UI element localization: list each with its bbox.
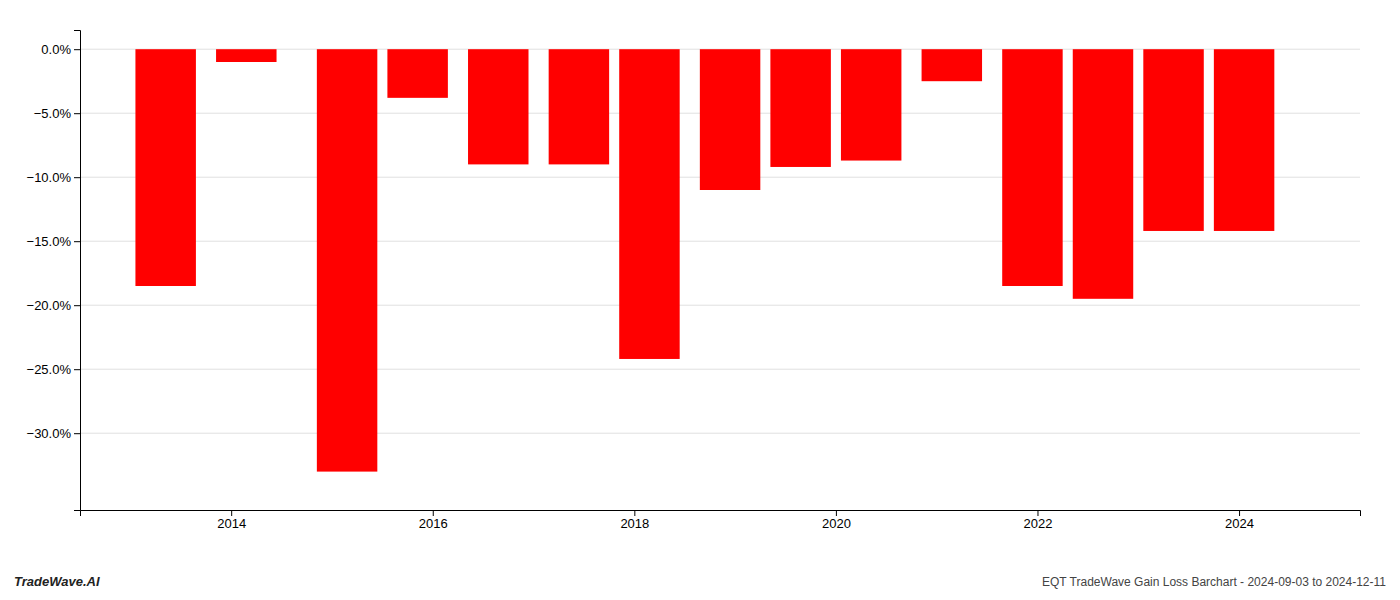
- y-axis-line: [74, 31, 81, 511]
- bar: [841, 49, 901, 160]
- bar: [922, 49, 982, 81]
- y-tick-mark: [74, 305, 80, 306]
- plot: 0.0% −5.0% −10.0% −15.0% −20.0% −25.0% −30.0% 2…: [27, 31, 1361, 532]
- bar: [216, 49, 276, 62]
- grid-line: [80, 241, 1360, 242]
- y-tick-label: −15.0%: [27, 234, 72, 249]
- footer-left: TradeWave.AI: [14, 574, 100, 589]
- grid: [80, 49, 1360, 433]
- x-tick-mark: [1037, 510, 1038, 516]
- bar: [317, 49, 377, 471]
- x-tick-mark: [836, 510, 837, 516]
- y-tick-mark: [74, 113, 80, 114]
- bar: [387, 49, 447, 98]
- y-tick: 0.0%: [41, 42, 80, 57]
- bar: [700, 49, 760, 190]
- x-tick-label: 2016: [419, 516, 448, 531]
- x-tick-label: 2022: [1024, 516, 1053, 531]
- x-tick-label: 2018: [620, 516, 649, 531]
- x-tick: 2022: [1024, 510, 1053, 531]
- y-tick: −20.0%: [27, 298, 80, 313]
- grid-line: [80, 305, 1360, 306]
- x-tick-label: 2020: [822, 516, 851, 531]
- y-tick-label: −20.0%: [27, 298, 72, 313]
- x-tick: 2020: [822, 510, 851, 531]
- x-axis-line: [81, 511, 1361, 517]
- y-tick-mark: [74, 49, 80, 50]
- x-tick: 2018: [620, 510, 649, 531]
- y-tick: −15.0%: [27, 234, 80, 249]
- chart: 0.0% −5.0% −10.0% −15.0% −20.0% −25.0% −30.0% 2…: [0, 0, 1400, 600]
- bar: [1214, 49, 1274, 231]
- x-tick-mark: [1239, 510, 1240, 516]
- y-tick: −10.0%: [27, 170, 80, 185]
- y-tick-label: −30.0%: [27, 426, 72, 441]
- y-axis: 0.0% −5.0% −10.0% −15.0% −20.0% −25.0% −30.0%: [27, 31, 81, 511]
- bar: [468, 49, 528, 164]
- bar: [770, 49, 830, 167]
- footer-right: EQT TradeWave Gain Loss Barchart - 2024-…: [1042, 575, 1386, 589]
- x-tick-label: 2024: [1225, 516, 1254, 531]
- x-tick: 2024: [1225, 510, 1254, 531]
- bar: [619, 49, 679, 359]
- bar: [1143, 49, 1203, 231]
- grid-line: [80, 369, 1360, 370]
- x-tick: 2016: [419, 510, 448, 531]
- y-tick-label: −25.0%: [27, 362, 72, 377]
- y-tick-label: −10.0%: [27, 170, 72, 185]
- grid-line: [80, 433, 1360, 434]
- x-tick-label: 2014: [217, 516, 246, 531]
- y-tick-mark: [74, 369, 80, 370]
- x-tick-mark: [231, 510, 232, 516]
- x-tick-mark: [433, 510, 434, 516]
- y-tick-label: −5.0%: [34, 106, 72, 121]
- x-tick-mark: [634, 510, 635, 516]
- y-tick: −5.0%: [34, 106, 80, 121]
- bar: [1002, 49, 1062, 286]
- x-tick: 2014: [217, 510, 246, 531]
- y-tick-mark: [74, 433, 80, 434]
- y-tick-mark: [74, 177, 80, 178]
- bar: [135, 49, 195, 286]
- y-tick: −25.0%: [27, 362, 80, 377]
- bar: [549, 49, 609, 164]
- y-tick: −30.0%: [27, 426, 80, 441]
- bar: [1073, 49, 1133, 299]
- x-axis: 2014 2016 2018 2020 2022 2024: [81, 510, 1361, 531]
- y-tick-mark: [74, 241, 80, 242]
- y-tick-label: 0.0%: [41, 42, 71, 57]
- bars: [135, 49, 1274, 471]
